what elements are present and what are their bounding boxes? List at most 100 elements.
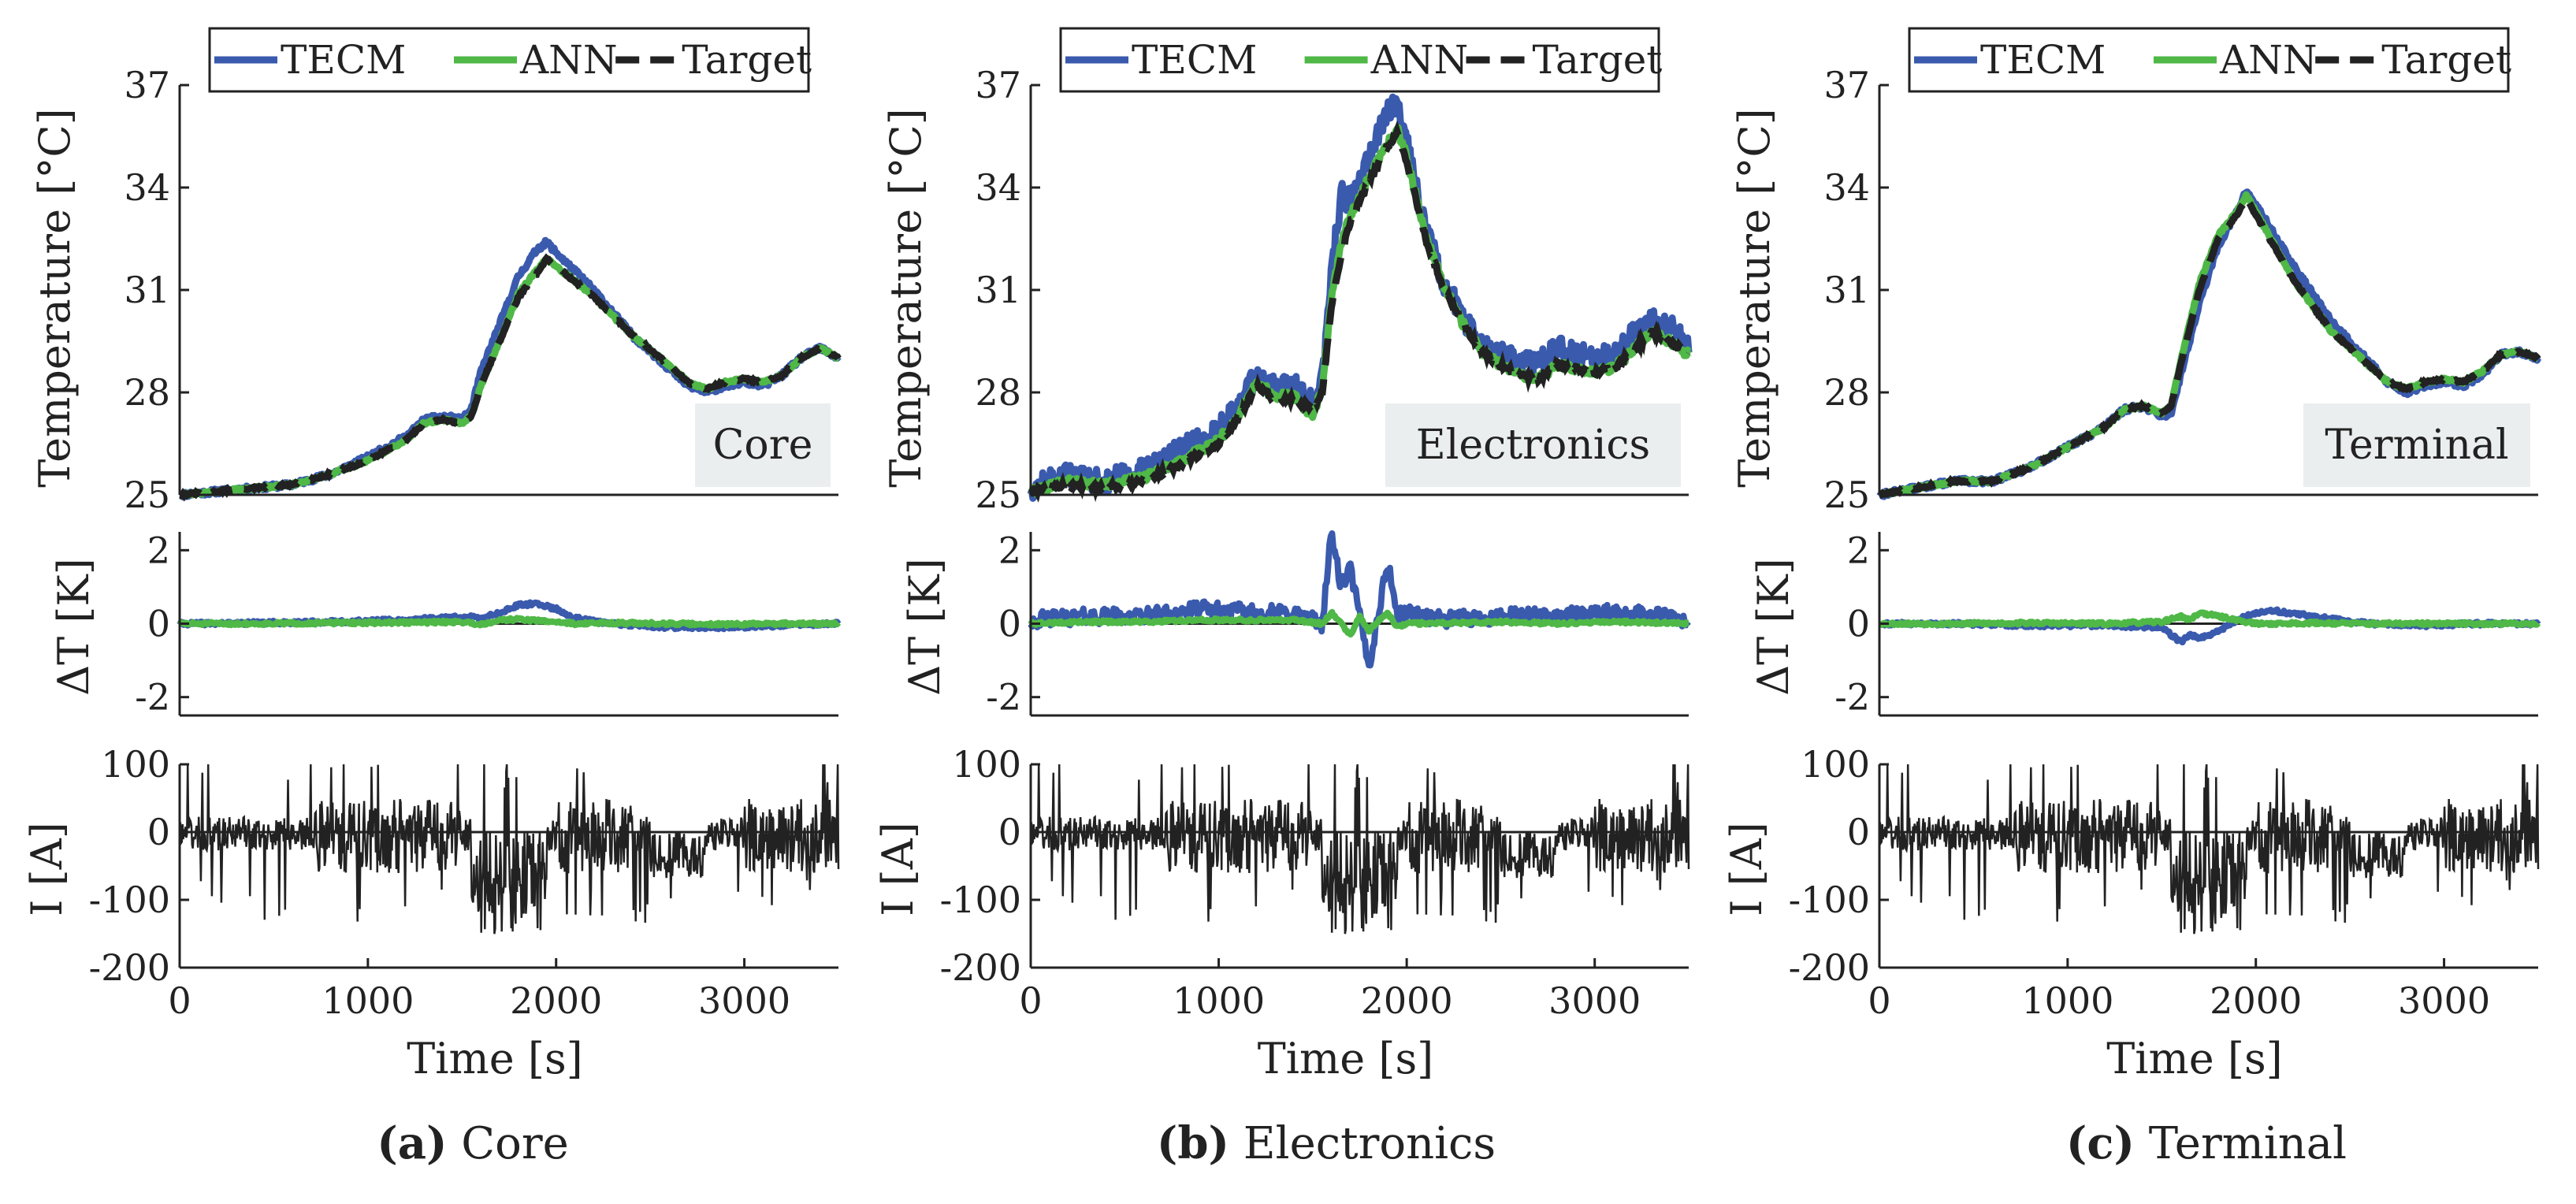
location-label: Core xyxy=(713,422,813,469)
time-tick-label: 3000 xyxy=(2398,979,2490,1022)
temperature-tick-label: 28 xyxy=(124,371,170,414)
caption-letter: (b) xyxy=(1157,1117,1229,1169)
delta-tick-label: 2 xyxy=(1847,529,1870,571)
caption-letter: (a) xyxy=(377,1117,447,1169)
temperature-tick-label: 28 xyxy=(975,371,1021,414)
temperature-tick-label: 31 xyxy=(124,269,170,311)
current-trace xyxy=(178,764,840,935)
temperature-tick-label: 25 xyxy=(975,474,1021,516)
temperature-axes: Electronics 25 28 31 34 37 Temperature [°C] xyxy=(881,64,1693,516)
time-tick-label: 0 xyxy=(1019,979,1042,1022)
temperature-tick-label: 25 xyxy=(1823,474,1870,516)
current-ylabel: I [A] xyxy=(1722,822,1771,916)
legend-target-label: Target xyxy=(682,37,812,83)
legend: TECM ANN Target xyxy=(1059,27,1663,93)
location-label: Electronics xyxy=(1416,422,1650,469)
ann-delta-line xyxy=(1877,609,2541,629)
panel-electronics: Electronics 25 28 31 34 37 Temperature [°C] TEC… xyxy=(873,27,1693,1169)
delta-tick-label: -2 xyxy=(1834,676,1870,719)
time-tick-label: 2000 xyxy=(510,979,602,1022)
time-tick-label: 0 xyxy=(1868,979,1890,1022)
current-tick-label: 0 xyxy=(1847,811,1870,853)
caption-name: Electronics xyxy=(1229,1118,1496,1169)
legend-ann-label: ANN xyxy=(2219,37,2318,83)
temperature-tick-label: 34 xyxy=(975,166,1021,209)
temperature-axes: Terminal 25 28 31 34 37 Temperature [°C] xyxy=(1730,64,2542,516)
temperature-tick-label: 37 xyxy=(975,64,1021,106)
location-label-box xyxy=(1385,403,1681,487)
temperature-axes: Core 25 28 31 34 37 Temperature [°C] xyxy=(30,64,842,516)
legend-tecm-label: TECM xyxy=(281,37,406,83)
temperature-tick-label: 37 xyxy=(1823,64,1870,106)
temperature-tick-label: 37 xyxy=(124,64,170,106)
legend: TECM ANN Target xyxy=(1908,27,2511,93)
legend-ann-label: ANN xyxy=(1370,37,1469,83)
current-tick-label: -200 xyxy=(1789,946,1870,989)
time-xlabel: Time [s] xyxy=(2106,1034,2282,1083)
time-tick-label: 1000 xyxy=(322,979,414,1022)
temperature-tick-label: 34 xyxy=(124,166,170,209)
tecm-delta-line xyxy=(1028,530,1691,669)
subfigure-caption: (b) Electronics xyxy=(1157,1117,1496,1169)
time-tick-label: 3000 xyxy=(698,979,790,1022)
time-tick-label: 3000 xyxy=(1548,979,1641,1022)
delta-t-axes: 2 0 -2 ΔT [K] xyxy=(1749,529,2541,719)
panel-core: Core 25 28 31 34 37 Temperature [°C] TECM ANN Tar… xyxy=(22,27,842,1169)
current-trace xyxy=(1029,764,1690,935)
delta-tick-label: 2 xyxy=(998,529,1021,571)
delta-tick-label: 2 xyxy=(147,529,170,571)
time-xlabel: Time [s] xyxy=(1258,1034,1433,1083)
delta-tick-label: 0 xyxy=(998,603,1021,645)
delta-tick-label: 0 xyxy=(147,603,170,645)
current-tick-label: 100 xyxy=(952,743,1021,786)
delta-ylabel: ΔT [K] xyxy=(49,558,99,696)
current-tick-label: -200 xyxy=(89,946,170,989)
current-ylabel: I [A] xyxy=(22,822,72,916)
current-tick-label: -100 xyxy=(89,879,170,921)
subfigure-caption: (a) Core xyxy=(377,1117,569,1169)
current-tick-label: -200 xyxy=(940,946,1021,989)
temperature-tick-label: 31 xyxy=(975,269,1021,311)
current-tick-label: -100 xyxy=(940,879,1021,921)
delta-tick-label: 0 xyxy=(1847,603,1870,645)
time-tick-label: 2000 xyxy=(2210,979,2302,1022)
ann-delta-line xyxy=(1028,608,1691,638)
ann-delta-line xyxy=(177,615,842,630)
time-tick-label: 1000 xyxy=(1173,979,1265,1022)
delta-t-axes: 2 0 -2 ΔT [K] xyxy=(49,529,842,719)
legend-tecm-label: TECM xyxy=(1132,37,1257,83)
caption-name: Terminal xyxy=(2135,1118,2347,1169)
legend: TECM ANN Target xyxy=(208,27,812,93)
current-tick-label: 0 xyxy=(147,811,170,853)
temperature-ylabel: Temperature [°C] xyxy=(30,108,80,487)
target-temperature-line xyxy=(1878,191,2541,500)
temperature-tick-label: 28 xyxy=(1823,371,1870,414)
current-tick-label: 100 xyxy=(1801,743,1870,786)
caption-letter: (c) xyxy=(2066,1117,2135,1169)
current-ylabel: I [A] xyxy=(873,822,923,916)
temperature-tick-label: 31 xyxy=(1823,269,1870,311)
location-label-box xyxy=(695,403,831,487)
location-label-box xyxy=(2303,403,2530,487)
legend-target-label: Target xyxy=(1533,37,1663,83)
legend-tecm-label: TECM xyxy=(1980,37,2106,83)
subfigure-caption: (c) Terminal xyxy=(2066,1117,2347,1169)
target-temperature-line xyxy=(1028,120,1692,504)
current-tick-label: 100 xyxy=(101,743,170,786)
delta-ylabel: ΔT [K] xyxy=(1749,558,1798,696)
time-tick-label: 1000 xyxy=(2021,979,2113,1022)
delta-tick-label: -2 xyxy=(135,676,170,719)
temperature-ylabel: Temperature [°C] xyxy=(1730,108,1779,487)
delta-tick-label: -2 xyxy=(986,676,1021,719)
temperature-tick-label: 25 xyxy=(124,474,170,516)
time-tick-label: 0 xyxy=(168,979,191,1022)
panel-terminal: Terminal 25 28 31 34 37 Temperature [°C] TECM AN… xyxy=(1722,27,2542,1169)
target-temperature-line xyxy=(179,253,842,502)
current-tick-label: -100 xyxy=(1789,879,1870,921)
temperature-tick-label: 34 xyxy=(1823,166,1870,209)
legend-target-label: Target xyxy=(2381,37,2511,83)
